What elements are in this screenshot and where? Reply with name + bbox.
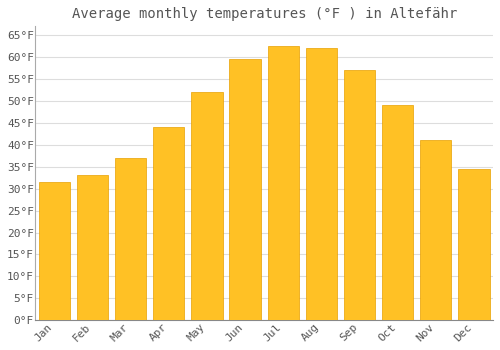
Bar: [39, 182, 70, 320]
Bar: [192, 92, 222, 320]
Bar: [115, 158, 146, 320]
Bar: [420, 140, 452, 320]
Bar: [230, 59, 261, 320]
Bar: [77, 175, 108, 320]
Bar: [306, 48, 337, 320]
Bar: [382, 105, 414, 320]
Bar: [153, 127, 184, 320]
Title: Average monthly temperatures (°F ) in Altefähr: Average monthly temperatures (°F ) in Al…: [72, 7, 457, 21]
Bar: [268, 46, 299, 320]
Bar: [458, 169, 490, 320]
Bar: [344, 70, 375, 320]
